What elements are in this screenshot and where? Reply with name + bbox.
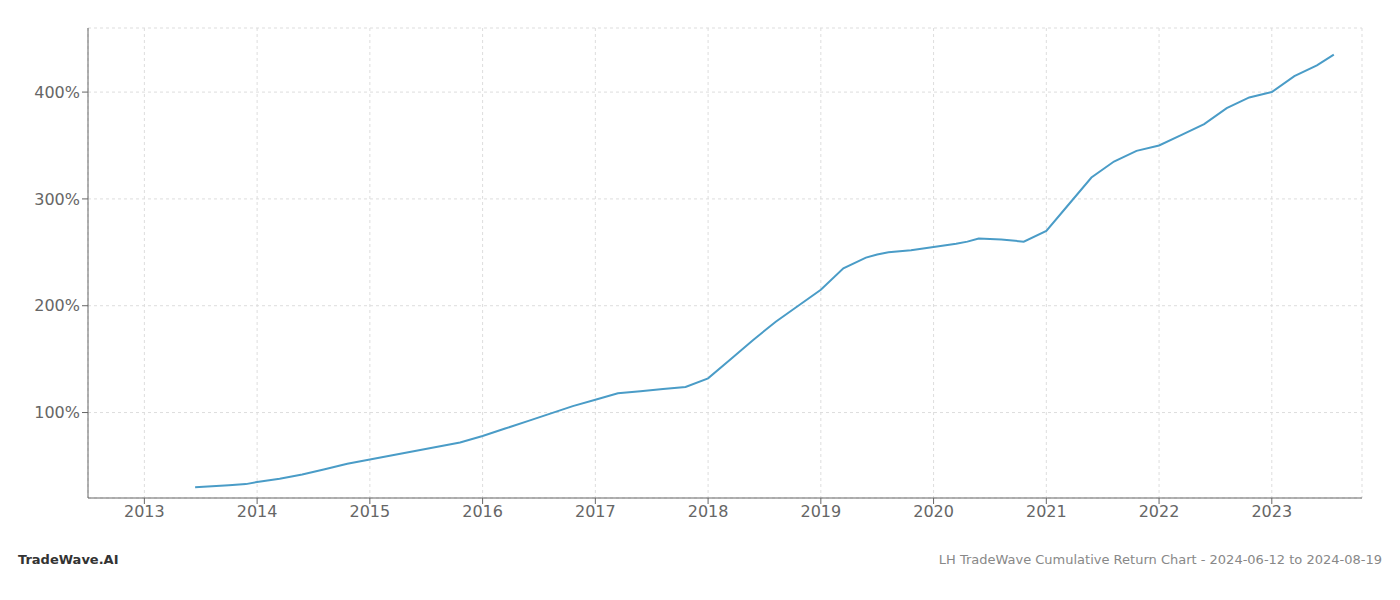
svg-text:2019: 2019	[800, 502, 841, 521]
svg-text:2023: 2023	[1251, 502, 1292, 521]
svg-text:2020: 2020	[913, 502, 954, 521]
svg-text:2021: 2021	[1026, 502, 1067, 521]
html-text:TradeWave.AI: TradeWave.AI	[18, 552, 119, 567]
svg-text:2018: 2018	[688, 502, 729, 521]
svg-text:300%: 300%	[34, 190, 80, 209]
svg-text:200%: 200%	[34, 296, 80, 315]
svg-text:2013: 2013	[124, 502, 165, 521]
svg-text:2015: 2015	[349, 502, 390, 521]
svg-text:100%: 100%	[34, 403, 80, 422]
html-text:LH TradeWave Cumulative Return: LH TradeWave Cumulative Return Chart - 2…	[938, 552, 1382, 567]
svg-text:2016: 2016	[462, 502, 503, 521]
svg-text:2017: 2017	[575, 502, 616, 521]
svg-text:2014: 2014	[237, 502, 278, 521]
svg-text:2022: 2022	[1139, 502, 1180, 521]
svg-text:400%: 400%	[34, 83, 80, 102]
